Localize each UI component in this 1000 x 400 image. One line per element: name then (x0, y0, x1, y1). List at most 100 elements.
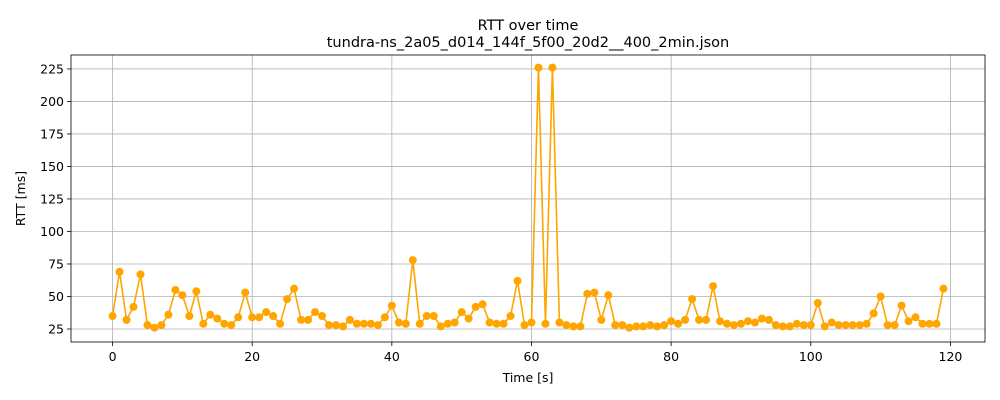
rtt-data-point (618, 321, 627, 330)
rtt-data-point (373, 321, 382, 330)
y-tick-label: 50 (48, 289, 64, 304)
rtt-data-point (464, 314, 473, 323)
rtt-data-point (806, 321, 815, 330)
chart-title: RTT over time (478, 18, 579, 34)
rtt-data-point (841, 321, 850, 330)
y-tick-label: 200 (40, 94, 64, 109)
rtt-data-point (667, 317, 676, 326)
x-tick-labels: 0 20 40 60 80 100 120 (109, 349, 963, 364)
rtt-data-point (443, 319, 452, 328)
rtt-data-point (750, 318, 759, 327)
rtt-data-point (736, 319, 745, 328)
rtt-data-point (408, 256, 417, 265)
rtt-data-point (897, 301, 906, 310)
rtt-data-point (513, 276, 522, 285)
rtt-data-point (471, 302, 480, 311)
rtt-data-point (541, 319, 550, 328)
rtt-data-point (359, 319, 368, 328)
rtt-data-point (639, 322, 648, 331)
rtt-data-point (723, 319, 731, 328)
rtt-data-point (380, 313, 389, 322)
rtt-data-point (688, 295, 697, 304)
rtt-data-point (653, 322, 662, 331)
rtt-data-point (862, 319, 871, 328)
y-tick-label: 150 (40, 159, 64, 174)
x-tick-label: 100 (799, 349, 823, 364)
rtt-data-point (143, 321, 152, 330)
rtt-data-point (199, 319, 208, 328)
rtt-data-point (401, 319, 410, 328)
rtt-data-point (848, 321, 857, 330)
rtt-data-point (394, 318, 403, 327)
rtt-data-point (157, 321, 166, 330)
rtt-data-point (415, 319, 424, 328)
rtt-data-point (150, 323, 159, 332)
rtt-data-point (883, 321, 892, 330)
rtt-data-point (492, 319, 501, 328)
rtt-data-point (115, 267, 124, 276)
x-tick-label: 120 (939, 349, 963, 364)
rtt-data-point (520, 321, 529, 330)
rtt-data-point (387, 301, 396, 310)
rtt-data-point (876, 292, 885, 301)
rtt-data-point (716, 317, 725, 326)
rtt-data-point (590, 288, 599, 297)
rtt-data-point (813, 298, 822, 307)
rtt-data-point (555, 318, 564, 327)
rtt-data-point (597, 315, 606, 324)
rtt-data-point (778, 322, 787, 331)
rtt-data-point (241, 288, 250, 297)
rtt-data-point (709, 282, 718, 291)
rtt-data-point (771, 321, 780, 330)
rtt-data-point (834, 321, 843, 330)
rtt-data-point (569, 322, 578, 331)
rtt-data-point (702, 315, 711, 324)
rtt-data-point (681, 315, 690, 324)
rtt-data-point (562, 321, 571, 330)
rtt-data-point (646, 321, 655, 330)
rtt-data-point (743, 317, 752, 326)
y-tick-label: 175 (40, 126, 64, 141)
rtt-data-point (674, 319, 683, 328)
rtt-data-point (918, 319, 927, 328)
rtt-data-point (729, 321, 738, 330)
rtt-data-point (527, 318, 536, 327)
x-tick-label: 20 (244, 349, 260, 364)
rtt-data-point (108, 311, 117, 320)
rtt-data-point (911, 313, 920, 322)
rtt-data-point (925, 319, 934, 328)
rtt-data-point (297, 315, 306, 324)
chart-subtitle: tundra-ns_2a05_d014_144f_5f00_20d2__400_… (327, 35, 729, 51)
y-tick-label: 25 (48, 321, 64, 336)
rtt-data-point (485, 318, 494, 327)
rtt-data-point (799, 321, 808, 330)
rtt-data-point (576, 322, 585, 331)
rtt-data-point (290, 284, 299, 293)
rtt-data-point (660, 321, 669, 330)
rtt-data-point (311, 308, 320, 317)
rtt-data-point (171, 285, 180, 294)
rtt-data-point (220, 319, 229, 328)
rtt-data-point (499, 319, 508, 328)
rtt-data-point (304, 315, 313, 324)
x-tick-label: 60 (524, 349, 540, 364)
rtt-data-point (122, 315, 131, 324)
rtt-data-point (262, 308, 271, 317)
rtt-data-point (206, 310, 215, 319)
rtt-series (108, 63, 948, 332)
plot-area-frame (70, 54, 986, 343)
y-tick-label: 75 (48, 256, 64, 271)
rtt-data-point (185, 311, 194, 320)
rtt-data-point (904, 317, 913, 326)
rtt-data-point (583, 289, 592, 298)
rtt-data-point (436, 322, 445, 331)
y-tick-label: 100 (40, 224, 64, 239)
rtt-data-point (338, 322, 347, 331)
rtt-data-point (478, 300, 487, 309)
rtt-data-point (632, 322, 641, 331)
rtt-data-point (792, 319, 801, 328)
rtt-data-point (785, 322, 794, 331)
rtt-data-point (932, 319, 941, 328)
axis-ticks (67, 68, 951, 346)
